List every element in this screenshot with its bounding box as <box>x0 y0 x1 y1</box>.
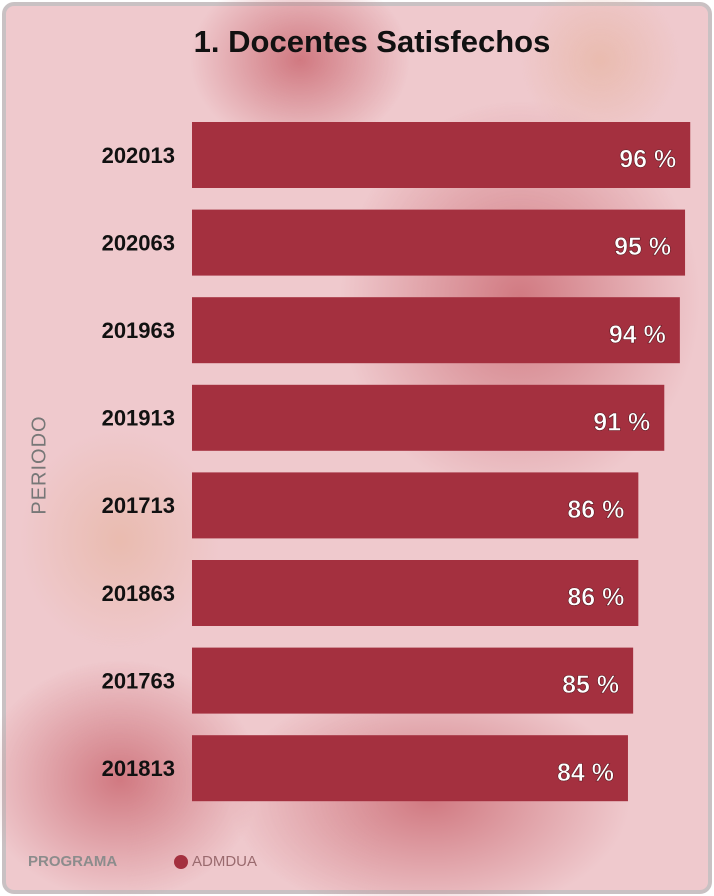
value-label: 86 % <box>567 584 624 612</box>
value-label: 85 % <box>562 671 619 699</box>
chart: 1. Docentes Satisfechos PERIODO PROGRAMA… <box>0 0 714 896</box>
bar <box>192 210 685 276</box>
y-tick-label: 201863 <box>102 581 175 606</box>
y-tick-label: 202013 <box>102 143 175 168</box>
y-tick-label: 201713 <box>102 493 175 518</box>
legend-swatch <box>174 855 188 869</box>
bar <box>192 122 690 188</box>
y-tick-label: 201763 <box>102 668 175 693</box>
chart-title: 1. Docentes Satisfechos <box>194 24 551 59</box>
y-tick-label: 201963 <box>102 318 175 343</box>
legend-label: ADMDUA <box>192 853 257 870</box>
value-label: 95 % <box>614 233 671 261</box>
legend-title: PROGRAMA <box>28 853 117 870</box>
value-label: 86 % <box>567 496 624 524</box>
bar <box>192 297 680 363</box>
value-label: 84 % <box>557 759 614 787</box>
value-label: 96 % <box>619 146 676 174</box>
y-tick-label: 202063 <box>102 230 175 255</box>
y-tick-label: 201913 <box>102 406 175 431</box>
y-tick-label: 201813 <box>102 756 175 781</box>
y-axis-label: PERIODO <box>28 415 50 514</box>
value-label: 91 % <box>593 408 650 436</box>
value-label: 94 % <box>609 321 666 349</box>
